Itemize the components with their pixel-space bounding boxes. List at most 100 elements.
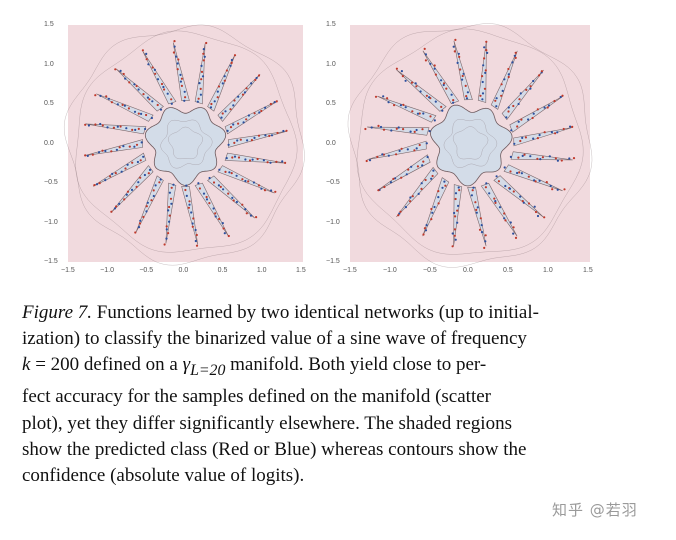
manifold-sample (91, 153, 94, 156)
manifold-sample (509, 170, 512, 173)
manifold-sample (395, 127, 398, 130)
manifold-sample (227, 192, 230, 195)
manifold-sample (143, 173, 146, 177)
manifold-sample (503, 166, 506, 169)
manifold-sample (416, 165, 419, 168)
manifold-sample (563, 188, 566, 191)
manifold-sample (572, 157, 576, 160)
manifold-sample (222, 227, 225, 230)
manifold-sample (381, 153, 384, 156)
manifold-sample (111, 172, 114, 175)
manifold-sample (235, 174, 238, 177)
manifold-sample (160, 82, 164, 86)
manifold-sample (235, 200, 238, 204)
manifold-sample (484, 69, 487, 72)
manifold-sample (192, 217, 195, 220)
manifold-sample (245, 212, 248, 215)
manifold-sample (389, 181, 393, 184)
manifold-sample (540, 70, 543, 73)
manifold-sample (479, 94, 482, 97)
manifold-sample (217, 184, 220, 187)
manifold-sample (409, 130, 412, 133)
manifold-sample (167, 209, 170, 212)
manifold-sample (538, 74, 541, 77)
manifold-sample (243, 91, 247, 94)
y-tick-label: 1.5 (326, 21, 336, 28)
manifold-sample (256, 157, 259, 161)
x-tick-label: −0.5 (423, 267, 437, 274)
manifold-sample (541, 156, 544, 159)
manifold-sample (495, 97, 498, 100)
manifold-sample (430, 207, 433, 211)
confidence-contour (443, 119, 498, 168)
manifold-sample (386, 97, 389, 100)
spoke-region (501, 69, 544, 121)
manifold-sample (104, 179, 107, 182)
manifold-sample (244, 158, 247, 161)
manifold-sample (131, 161, 134, 164)
manifold-sample (493, 197, 496, 200)
manifold-sample (459, 68, 462, 71)
manifold-sample (483, 57, 486, 60)
manifold-sample (478, 228, 482, 231)
manifold-sample (183, 99, 186, 102)
manifold-sample (190, 211, 193, 214)
manifold-sample (472, 186, 475, 189)
manifold-sample (382, 153, 385, 156)
manifold-sample (128, 81, 131, 84)
manifold-sample (133, 83, 136, 86)
manifold-sample (390, 129, 393, 132)
manifold-sample (456, 209, 459, 212)
manifold-sample (110, 101, 113, 104)
spoke-region (453, 40, 473, 101)
manifold-sample (253, 136, 256, 139)
y-tick-label: 1.0 (326, 60, 336, 68)
manifold-sample (398, 149, 401, 152)
confidence-contour (168, 126, 203, 159)
y-tick-label: −1.5 (44, 258, 58, 265)
manifold-sample (554, 157, 557, 160)
manifold-sample (241, 203, 244, 206)
manifold-sample (255, 76, 258, 80)
manifold-sample (422, 160, 425, 163)
manifold-sample (264, 106, 267, 109)
manifold-sample (370, 126, 373, 129)
y-tick-label: −1.0 (326, 218, 340, 226)
manifold-sample (246, 139, 249, 142)
manifold-sample (382, 95, 385, 98)
spoke-region (510, 151, 573, 161)
manifold-sample (86, 154, 89, 157)
manifold-sample (495, 175, 498, 178)
y-tick-label: 0.5 (44, 100, 54, 107)
manifold-sample (230, 58, 233, 62)
manifold-sample (374, 95, 378, 98)
manifold-sample (270, 189, 273, 192)
manifold-sample (135, 185, 138, 188)
manifold-sample (532, 112, 535, 115)
manifold-sample (397, 126, 400, 129)
manifold-sample (484, 186, 487, 189)
manifold-sample (281, 160, 284, 163)
manifold-sample (225, 69, 228, 72)
manifold-sample (486, 51, 489, 55)
manifold-sample (507, 67, 510, 71)
manifold-sample (250, 82, 253, 85)
manifold-sample (498, 206, 502, 209)
manifold-sample (110, 210, 113, 213)
manifold-sample (504, 184, 507, 188)
manifold-sample (225, 157, 228, 160)
manifold-sample (115, 205, 118, 208)
manifold-sample (394, 177, 397, 180)
manifold-sample (144, 127, 147, 131)
manifold-sample (457, 204, 460, 207)
manifold-sample (454, 38, 457, 42)
manifold-sample (163, 243, 166, 246)
manifold-sample (364, 127, 367, 131)
y-tick-label: 0.5 (326, 100, 336, 107)
manifold-sample (226, 129, 229, 132)
manifold-sample (451, 245, 454, 248)
manifold-sample (232, 123, 235, 126)
manifold-sample (457, 186, 460, 189)
manifold-sample (399, 210, 402, 213)
manifold-sample (495, 105, 498, 108)
